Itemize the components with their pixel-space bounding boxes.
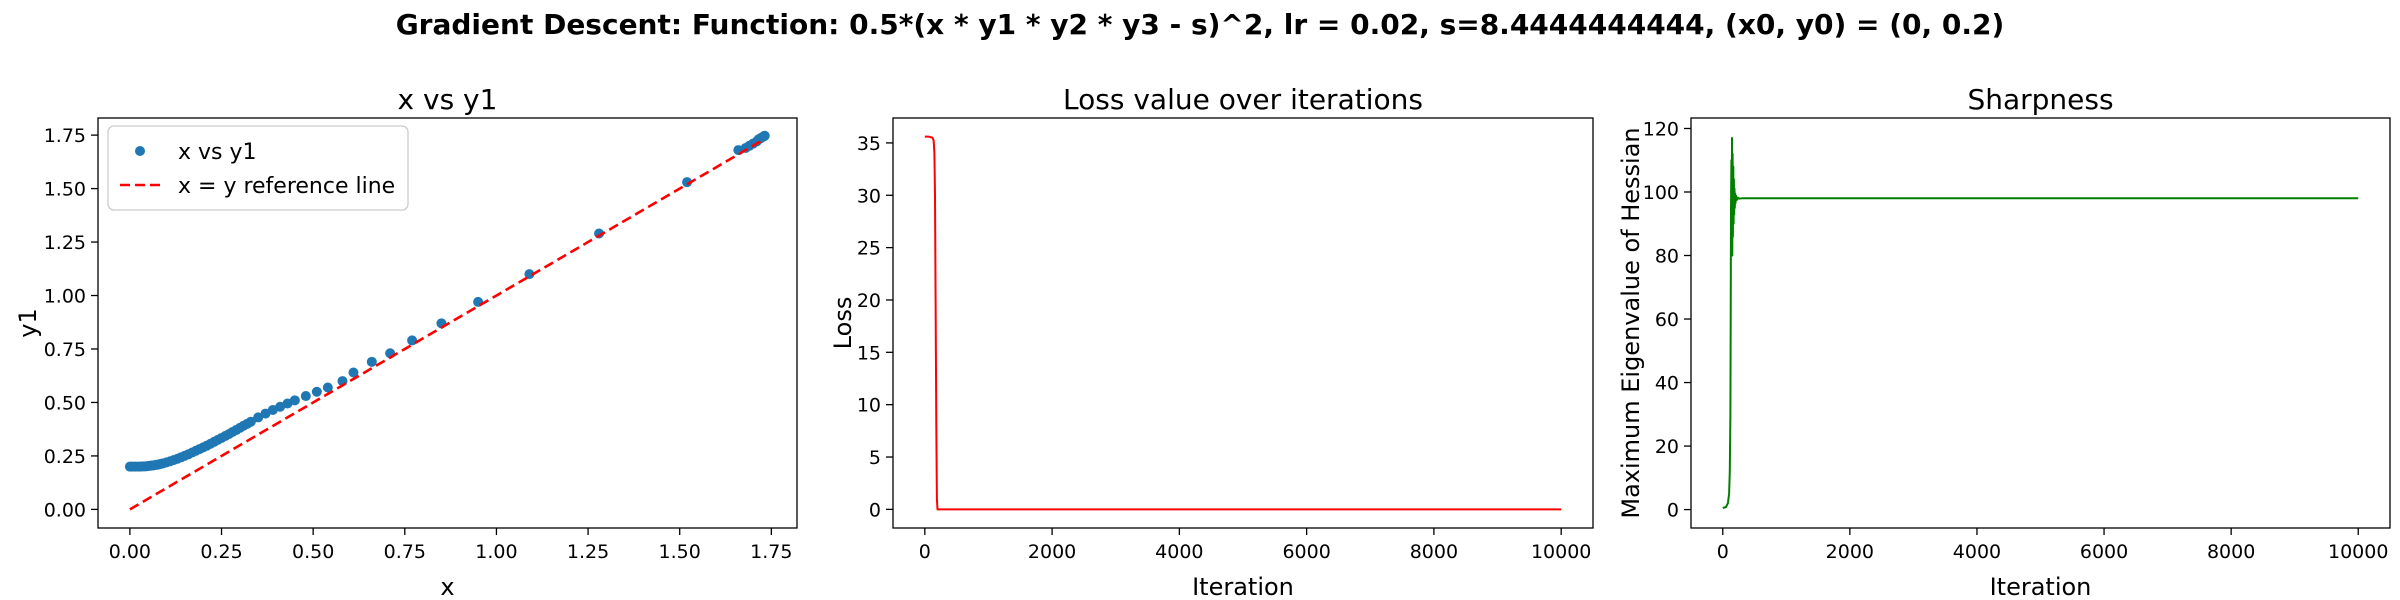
x-tick-label: 1.50 bbox=[659, 541, 701, 563]
data-point bbox=[300, 391, 311, 402]
data-point bbox=[289, 395, 300, 406]
y-tick-label: 30 bbox=[857, 185, 881, 207]
x-tick-label: 0 bbox=[1717, 541, 1729, 563]
y-tick-label: 0 bbox=[869, 499, 881, 521]
y-tick-label: 15 bbox=[857, 342, 881, 364]
y-tick-label: 1.50 bbox=[44, 179, 86, 201]
data-point bbox=[311, 386, 322, 397]
x-tick-label: 0.50 bbox=[292, 541, 334, 563]
y-tick-label: 1.00 bbox=[44, 286, 86, 308]
x-axis-label: Iteration bbox=[1192, 573, 1294, 600]
y-tick-label: 0 bbox=[1667, 500, 1679, 522]
series-line bbox=[1722, 137, 2359, 509]
x-tick-label: 0.75 bbox=[384, 541, 426, 563]
plot-frame bbox=[97, 117, 798, 529]
data-point bbox=[322, 382, 333, 393]
x-axis-label: x bbox=[440, 573, 454, 600]
subplot-3: Sharpness Iteration Maximum Eigenvalue of … bbox=[1617, 83, 2391, 600]
y-tick-label: 120 bbox=[1643, 118, 1679, 140]
subplot-title: Sharpness bbox=[1967, 83, 2113, 116]
subplot-title: Loss value over iterations bbox=[1063, 83, 1423, 116]
y-tick-label: 10 bbox=[857, 395, 881, 417]
y-tick-label: 0.25 bbox=[44, 446, 86, 468]
subplot-1: x vs y1 x y1 0.00 0.25 0.50 0.75 1.00 1.25 1.50 1.… bbox=[14, 83, 798, 600]
data-point bbox=[348, 367, 359, 378]
data-point bbox=[524, 269, 535, 280]
plot-frame bbox=[1690, 117, 2391, 529]
y-tick-label: 20 bbox=[857, 290, 881, 312]
y-tick-label: 1.75 bbox=[44, 125, 86, 147]
y-tick-label: 40 bbox=[1655, 373, 1679, 395]
subplot-2: Loss value over iterations Iteration Loss 0… bbox=[829, 83, 1594, 600]
subplot-title: x vs y1 bbox=[398, 83, 498, 116]
y-tick-label: 5 bbox=[869, 447, 881, 469]
y-tick-label: 20 bbox=[1655, 436, 1679, 458]
data-point bbox=[407, 335, 418, 346]
x-tick-label: 8000 bbox=[1410, 541, 1458, 563]
x-tick-label: 6000 bbox=[1282, 541, 1330, 563]
x-tick-label: 4000 bbox=[1155, 541, 1203, 563]
data-point bbox=[759, 130, 770, 141]
y-tick-label: 0.50 bbox=[44, 392, 86, 414]
legend-label: x = y reference line bbox=[178, 174, 395, 199]
y-tick-label: 60 bbox=[1655, 309, 1679, 331]
data-point bbox=[245, 416, 256, 427]
x-tick-label: 2000 bbox=[1826, 541, 1874, 563]
x-tick-label: 6000 bbox=[2080, 541, 2128, 563]
x-axis-label: Iteration bbox=[1990, 573, 2092, 600]
y-tick-label: 35 bbox=[857, 133, 881, 155]
legend: x vs y1 x = y reference line bbox=[107, 125, 409, 211]
x-tick-label: 0.00 bbox=[109, 541, 151, 563]
y-axis-label: Loss bbox=[829, 297, 857, 350]
y-axis-label: Maximum Eigenvalue of Hessian bbox=[1617, 127, 1645, 518]
y-tick-label: 80 bbox=[1655, 246, 1679, 268]
x-tick-label: 1.75 bbox=[750, 541, 792, 563]
y-axis-label: y1 bbox=[14, 308, 42, 337]
legend-box bbox=[107, 125, 409, 211]
data-point bbox=[366, 356, 377, 367]
y-tick-label: 0.75 bbox=[44, 339, 86, 361]
y-tick-label: 1.25 bbox=[44, 232, 86, 254]
x-tick-label: 0 bbox=[919, 541, 931, 563]
data-point bbox=[682, 177, 693, 188]
legend-label: x vs y1 bbox=[178, 140, 257, 165]
x-tick-label: 8000 bbox=[2207, 541, 2255, 563]
data-point bbox=[253, 412, 264, 423]
x-tick-label: 1.25 bbox=[567, 541, 609, 563]
reference-line bbox=[129, 137, 766, 511]
plot-frame bbox=[892, 117, 1594, 529]
y-tick-label: 0.00 bbox=[44, 499, 86, 521]
series-line bbox=[924, 135, 1562, 511]
y-tick-label: 25 bbox=[857, 238, 881, 260]
x-tick-label: 10000 bbox=[2328, 541, 2388, 563]
legend-marker bbox=[135, 146, 145, 156]
x-tick-label: 1.00 bbox=[475, 541, 517, 563]
figure-suptitle: Gradient Descent: Function: 0.5*(x * y1 … bbox=[395, 8, 2005, 41]
x-tick-label: 4000 bbox=[1953, 541, 2001, 563]
x-tick-label: 10000 bbox=[1531, 541, 1591, 563]
x-tick-label: 0.25 bbox=[200, 541, 242, 563]
x-tick-label: 2000 bbox=[1028, 541, 1076, 563]
y-tick-label: 100 bbox=[1643, 182, 1679, 204]
